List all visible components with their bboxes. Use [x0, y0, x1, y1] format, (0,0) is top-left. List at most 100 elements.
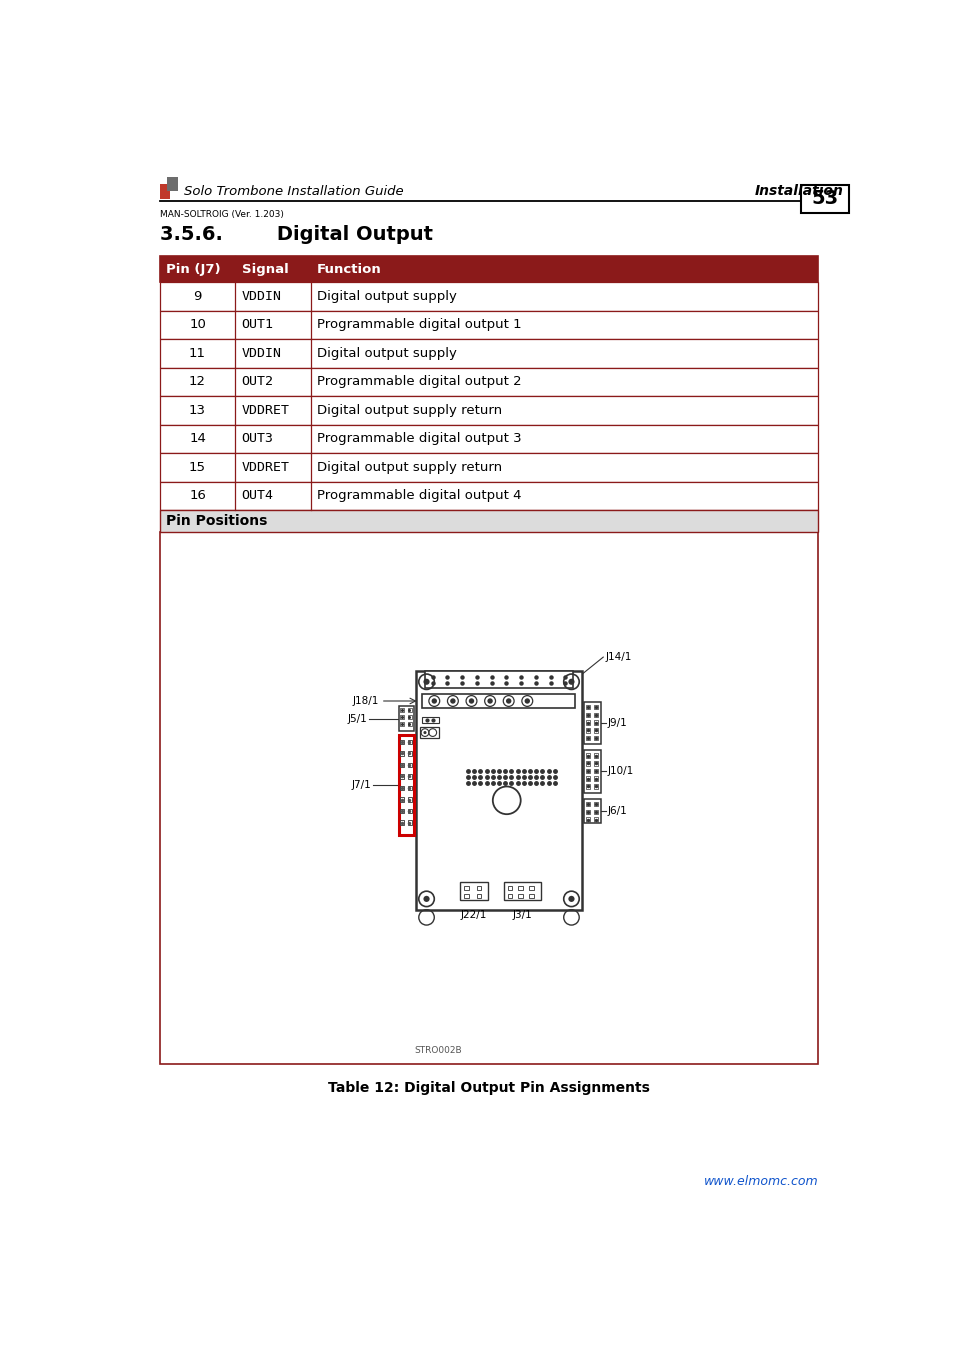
Text: VDDRET: VDDRET — [241, 460, 290, 474]
Text: 3.5.6.        Digital Output: 3.5.6. Digital Output — [159, 225, 432, 244]
Bar — [594, 776, 598, 782]
Bar — [517, 894, 522, 898]
Bar — [159, 482, 818, 510]
Text: J9/1: J9/1 — [606, 718, 626, 728]
Bar — [583, 702, 600, 744]
Bar — [159, 424, 818, 454]
Text: Pin Positions: Pin Positions — [166, 514, 267, 528]
Bar — [159, 184, 171, 198]
Circle shape — [487, 698, 493, 703]
Text: www.elmomc.com: www.elmomc.com — [703, 1174, 818, 1188]
Bar — [159, 282, 818, 310]
Bar — [585, 721, 589, 725]
Text: OUT4: OUT4 — [241, 489, 274, 502]
Text: Pin (J7): Pin (J7) — [166, 262, 220, 275]
Bar — [801, 185, 848, 213]
Text: 16: 16 — [189, 489, 206, 502]
Bar — [159, 510, 818, 532]
Bar — [408, 774, 412, 779]
Bar — [464, 894, 468, 898]
Text: VDDIN: VDDIN — [241, 347, 281, 360]
Text: 9: 9 — [193, 290, 201, 302]
Bar — [594, 705, 598, 710]
Text: 14: 14 — [189, 432, 206, 446]
Bar — [399, 716, 404, 720]
Bar — [421, 717, 438, 724]
Text: J5/1: J5/1 — [348, 714, 367, 724]
Bar — [420, 728, 438, 738]
Bar — [408, 763, 412, 767]
Circle shape — [505, 698, 511, 703]
Bar — [399, 740, 404, 744]
Bar — [585, 753, 589, 757]
Text: OUT3: OUT3 — [241, 432, 274, 446]
Text: Programmable digital output 2: Programmable digital output 2 — [316, 375, 521, 389]
Text: Table 12: Digital Output Pin Assignments: Table 12: Digital Output Pin Assignments — [328, 1081, 649, 1095]
Bar — [399, 786, 404, 790]
Bar — [585, 810, 589, 814]
Bar — [585, 736, 589, 740]
Bar — [594, 817, 598, 822]
Circle shape — [423, 679, 429, 684]
Text: OUT2: OUT2 — [241, 375, 274, 389]
Bar — [408, 740, 412, 744]
Text: Digital output supply return: Digital output supply return — [316, 404, 501, 417]
Bar — [529, 894, 534, 898]
Text: Programmable digital output 3: Programmable digital output 3 — [316, 432, 521, 446]
Bar — [398, 706, 414, 732]
Circle shape — [468, 698, 474, 703]
Text: J3/1: J3/1 — [512, 910, 532, 919]
Bar — [408, 809, 412, 814]
Bar — [408, 722, 412, 726]
Bar — [159, 532, 818, 1064]
Bar — [399, 763, 404, 767]
Bar — [399, 774, 404, 779]
Text: OUT1: OUT1 — [241, 319, 274, 331]
Text: VDDIN: VDDIN — [241, 290, 281, 302]
Bar — [408, 709, 412, 713]
Circle shape — [568, 896, 574, 902]
Bar — [408, 798, 412, 802]
Circle shape — [524, 698, 530, 703]
Text: MAN-SOLTROIG (Ver. 1.203): MAN-SOLTROIG (Ver. 1.203) — [159, 209, 283, 219]
Bar — [583, 751, 600, 792]
Bar — [594, 721, 598, 725]
Text: Digital output supply return: Digital output supply return — [316, 460, 501, 474]
Bar — [408, 821, 412, 825]
Bar — [159, 339, 818, 367]
Text: Programmable digital output 1: Programmable digital output 1 — [316, 319, 521, 331]
Bar — [159, 256, 818, 282]
Bar — [594, 753, 598, 757]
Text: 13: 13 — [189, 404, 206, 417]
Bar — [583, 799, 600, 824]
Text: 10: 10 — [189, 319, 206, 331]
Text: 11: 11 — [189, 347, 206, 360]
Bar — [529, 886, 534, 891]
Bar — [594, 802, 598, 806]
Circle shape — [568, 679, 574, 684]
Bar — [399, 809, 404, 814]
Bar — [594, 761, 598, 765]
Bar — [594, 736, 598, 740]
Bar — [517, 886, 522, 891]
Text: J10/1: J10/1 — [606, 767, 633, 776]
Bar — [585, 784, 589, 788]
Bar — [408, 786, 412, 790]
Bar — [459, 882, 488, 900]
Text: J22/1: J22/1 — [460, 910, 487, 919]
Bar — [464, 886, 468, 891]
Circle shape — [431, 698, 436, 703]
Bar — [585, 728, 589, 733]
Text: Solo Trombone Installation Guide: Solo Trombone Installation Guide — [184, 185, 403, 197]
Bar — [159, 454, 818, 482]
Bar — [594, 768, 598, 774]
Bar — [507, 886, 512, 891]
Bar — [159, 310, 818, 339]
Bar — [416, 671, 581, 910]
Text: J6/1: J6/1 — [606, 806, 626, 817]
Bar — [585, 768, 589, 774]
Bar — [594, 728, 598, 733]
Bar — [408, 716, 412, 720]
Bar — [594, 810, 598, 814]
Bar — [424, 671, 573, 689]
